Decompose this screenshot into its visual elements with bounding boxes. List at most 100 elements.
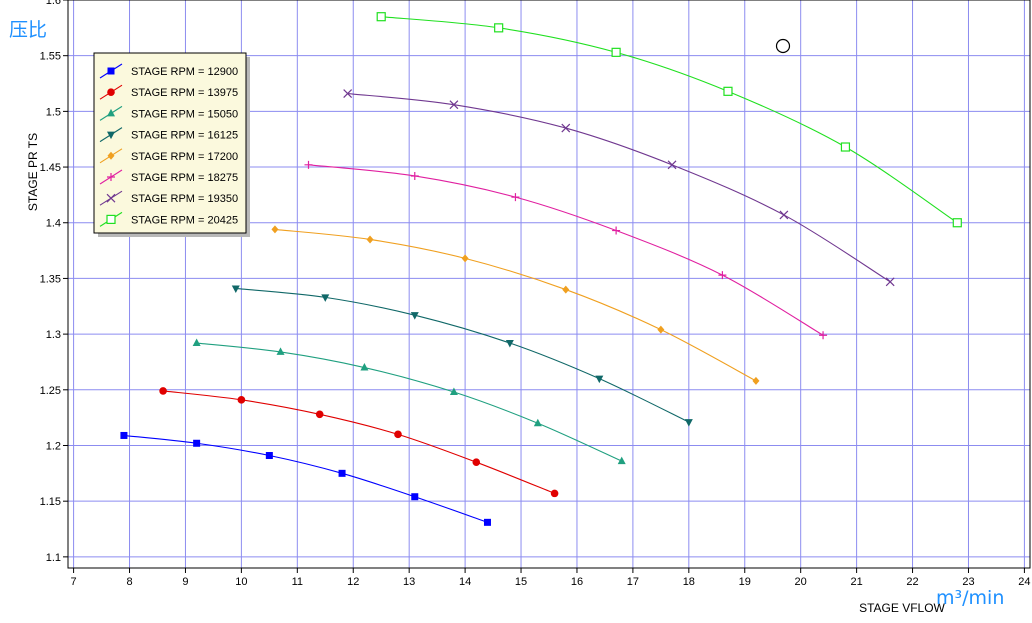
data-point	[550, 489, 559, 498]
data-point	[411, 493, 419, 501]
legend-marker	[107, 131, 115, 140]
data-point	[657, 325, 665, 334]
data-point	[885, 277, 895, 287]
data-point	[343, 89, 353, 98]
data-point	[612, 226, 621, 235]
data-point	[562, 285, 570, 294]
x-tick-label: 14	[459, 576, 471, 588]
x-tick-label: 23	[962, 576, 974, 588]
legend-item: STAGE RPM = 12900	[99, 63, 238, 79]
chinese-axis-label: 压比	[9, 19, 47, 41]
legend-box	[93, 52, 247, 234]
y-tick-label: 1.5	[46, 106, 61, 118]
x-axis: 7 8 9 10 11 12 13 14 15 16 17 18 19 20 21 22 23 24	[71, 568, 1031, 588]
legend-item: STAGE RPM = 13975	[99, 84, 238, 100]
unit-label: m³/min	[936, 587, 1004, 609]
data-point	[840, 142, 851, 152]
legend-marker	[107, 108, 115, 117]
x-tick-label: 11	[292, 576, 303, 588]
data-point	[595, 375, 604, 384]
x-tick-label: 21	[850, 576, 862, 588]
x-tick-label: 17	[627, 576, 639, 588]
y-tick-label: 1.55	[40, 51, 61, 63]
series-group	[120, 12, 962, 526]
data-point	[338, 469, 346, 477]
series-6	[304, 160, 828, 340]
legend: STAGE RPM = 12900 STAGE RPM = 13975 STAGE …	[93, 52, 250, 237]
series-line	[123, 434, 488, 523]
x-tick-label: 22	[906, 576, 918, 588]
legend-label: STAGE RPM = 20425	[131, 214, 238, 226]
data-point	[449, 387, 458, 396]
data-point	[376, 12, 386, 22]
data-point	[410, 171, 419, 180]
series-line	[274, 228, 757, 382]
series-line	[381, 16, 958, 224]
data-point	[511, 193, 520, 202]
series-8	[376, 12, 962, 228]
x-tick-label: 10	[235, 576, 247, 588]
data-point	[684, 419, 693, 427]
y-tick-label: 1.25	[40, 385, 61, 397]
plot-area-border	[67, 0, 1031, 569]
legend-label: STAGE RPM = 18275	[131, 172, 238, 184]
series-line	[163, 390, 555, 494]
series-line	[308, 164, 824, 336]
series-2	[159, 387, 559, 498]
data-point	[667, 160, 677, 170]
legend-marker	[106, 214, 116, 224]
data-point	[752, 376, 760, 385]
series-line	[235, 287, 690, 423]
y-tick-label: 1.1	[46, 552, 61, 564]
legend-label: STAGE RPM = 17200	[131, 151, 238, 163]
data-point	[120, 431, 128, 439]
data-point	[276, 347, 285, 355]
data-point	[718, 271, 727, 280]
x-tick-label: 15	[515, 576, 527, 588]
series-line	[196, 342, 622, 462]
data-point	[410, 312, 419, 320]
legend-label: STAGE RPM = 12900	[131, 66, 238, 78]
data-point	[494, 23, 504, 33]
legend-marker	[107, 88, 115, 96]
data-point	[449, 100, 459, 110]
legend-item: STAGE RPM = 20425	[99, 211, 238, 227]
legend-label: STAGE RPM = 19350	[131, 193, 238, 205]
y-tick-label: 1.2	[46, 440, 61, 452]
data-point	[231, 285, 240, 293]
data-point	[366, 235, 374, 244]
data-point	[533, 418, 542, 427]
x-tick-label: 9	[182, 576, 188, 588]
x-tick-label: 19	[739, 576, 751, 588]
data-point	[561, 123, 571, 133]
series-5	[271, 225, 760, 385]
data-point	[304, 160, 313, 169]
x-tick-label: 13	[403, 576, 415, 588]
x-axis-title: STAGE VFLOW	[859, 601, 945, 615]
data-point	[271, 225, 279, 234]
data-point	[193, 439, 201, 447]
y-tick-label: 1.35	[40, 273, 61, 285]
y-tick-label: 1.4	[46, 218, 61, 230]
series-4	[231, 285, 693, 427]
x-tick-label: 20	[795, 576, 807, 588]
cursor-circle-icon	[775, 38, 791, 54]
legend-item: STAGE RPM = 16125	[99, 127, 238, 143]
legend-label: STAGE RPM = 13975	[131, 87, 238, 99]
data-point	[819, 331, 828, 340]
x-tick-label: 8	[126, 576, 132, 588]
legend-items: STAGE RPM = 12900 STAGE RPM = 13975 STAGE …	[99, 63, 238, 227]
data-point	[315, 410, 324, 419]
legend-marker	[107, 173, 115, 181]
legend-marker	[106, 193, 116, 203]
legend-label: STAGE RPM = 15050	[131, 108, 238, 120]
legend-label: STAGE RPM = 16125	[131, 130, 238, 142]
data-point	[265, 452, 273, 460]
x-tick-label: 7	[71, 576, 77, 588]
data-point	[461, 254, 469, 263]
series-line	[347, 93, 891, 283]
data-point	[360, 363, 369, 371]
grid-lines	[68, 0, 1030, 568]
series-7	[343, 89, 895, 287]
